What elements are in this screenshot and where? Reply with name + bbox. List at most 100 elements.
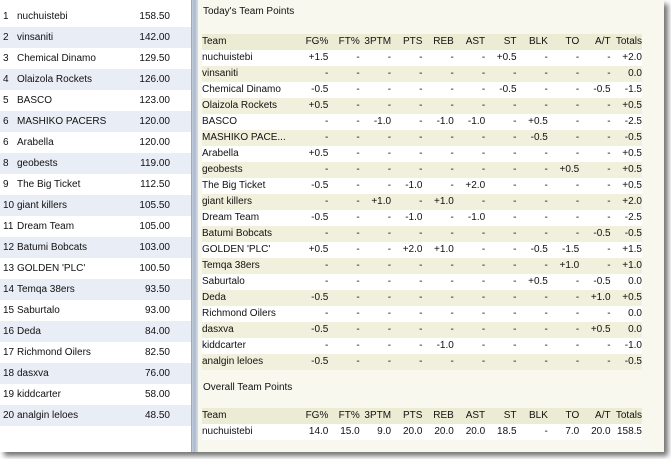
stat-cell: -1.0 [436,340,454,351]
stat-cell: - [325,164,329,175]
table-header-row: Team FG% FT% 3PTM PTS REB AST ST BLK TO A/T Totals [202,34,642,50]
standings-row[interactable]: 13 GOLDEN 'PLC' 100.50 [0,258,191,279]
standings-row[interactable]: 16 Deda 84.00 [0,321,191,342]
table-row: dasxva -0.5- - - - - - - - +0.5 0.0 [202,322,642,338]
stat-cell: - [544,292,548,303]
stat-cell: - [513,356,517,367]
stat-cell: - [513,244,517,255]
standings-row[interactable]: 17 Richmond Oilers 82.50 [0,342,191,363]
stat-cell: - [325,116,329,127]
stat-cell: - [481,100,486,111]
stat-cell: - [419,356,423,367]
column-header[interactable]: FT% [338,36,360,47]
column-header[interactable]: A/T [595,410,611,421]
column-header[interactable]: Totals [615,410,642,421]
standings-points: 142.00 [139,32,170,43]
standings-team-name: kiddcarter [17,389,61,400]
stat-cell: - [419,260,423,271]
column-header[interactable]: Totals [615,36,642,47]
stat-cell: - [481,340,486,351]
stat-cell: - [544,212,548,223]
stat-cell: +0.5 [622,180,642,191]
column-header[interactable]: Team [202,410,227,421]
column-header[interactable]: BLK [528,36,548,47]
standings-rank: 19 [3,389,15,400]
team-name-cell: Deda [202,292,226,303]
standings-row[interactable]: 15 Saburtalo 93.00 [0,300,191,321]
table-row: vinsaniti - - - - - - - - - - 0.0 [202,66,642,82]
standings-row[interactable]: 18 dasxva 76.00 [0,363,191,384]
column-header[interactable]: PTS [402,36,423,47]
stat-cell: - [325,340,329,351]
standings-row[interactable]: 11 Dream Team 105.00 [0,216,191,237]
stat-cell: - [481,308,486,319]
stat-cell: - [481,132,486,143]
stat-cell: - [387,52,392,63]
table-row: GOLDEN 'PLC' +0.5- - +2.0 +1.0- - -0.5 -1.5- +1.… [202,242,642,258]
standings-row[interactable]: 19 kiddcarter 58.00 [0,384,191,405]
column-header[interactable]: PTS [402,410,423,421]
standings-row[interactable]: 5 BASCO 123.00 [0,90,191,111]
stat-cell: - [544,308,548,319]
standings-row[interactable]: 6 MASHIKO PACERS 120.00 [0,111,191,132]
column-header[interactable]: ST [503,410,517,421]
standings-rank: 11 [3,221,14,232]
todays-points-title: Today's Team Points [203,6,295,17]
table-row: kiddcarter - - - - -1.0 - - - - - -1.0 [202,338,642,354]
column-header[interactable]: TO [565,410,580,421]
standings-row[interactable]: 6 Arabella 120.00 [0,132,191,153]
column-header[interactable]: FG% [305,410,329,421]
stat-cell: +0.5 [528,276,548,287]
stat-cell: - [387,68,392,79]
stat-cell: - [513,68,517,79]
column-header[interactable]: Team [202,36,227,47]
column-header[interactable]: AST [465,36,486,47]
stat-cell: - [513,324,517,335]
stat-cell: +1.5 [622,244,642,255]
stat-cell: - [325,68,329,79]
column-header[interactable]: REB [433,410,454,421]
stat-cell: - [419,116,423,127]
stat-cell: - [544,180,548,191]
column-header[interactable]: 3PTM [364,410,392,421]
standings-row[interactable]: 9 The Big Ticket 112.50 [0,174,191,195]
standings-row[interactable]: 3 Chemical Dinamo 129.50 [0,48,191,69]
stat-cell: - [450,292,454,303]
column-header[interactable]: TO [565,36,580,47]
table-row: Olaizola Rockets +0.5- - - - - - - - - +0.5 [202,98,642,114]
column-header[interactable]: BLK [528,410,548,421]
stat-cell: -2.5 [624,212,642,223]
standings-team-name: nuchuistebi [17,11,68,22]
standings-team-name: Chemical Dinamo [17,53,96,64]
standings-row[interactable]: 4 Olaizola Rockets 126.00 [0,69,191,90]
standings-row[interactable]: 14 Temqa 38ers 93.50 [0,279,191,300]
stat-cell: - [607,116,611,127]
standings-row[interactable]: 2 vinsaniti 142.00 [0,27,191,48]
table-header-row: Team FG% FT% 3PTM PTS REB AST ST BLK TO A/T Totals [202,408,642,424]
column-header[interactable]: A/T [595,36,611,47]
team-name-cell: analgin leloes [202,356,264,367]
stat-cell: - [544,68,548,79]
column-header[interactable]: FG% [305,36,329,47]
standings-row[interactable]: 12 Batumi Bobcats 103.00 [0,237,191,258]
standings-row[interactable]: 10 giant killers 105.50 [0,195,191,216]
stat-cell: -1.0 [436,116,454,127]
team-name-cell: Saburtalo [202,276,245,287]
column-header[interactable]: AST [465,410,486,421]
stat-cell: - [387,228,392,239]
stat-cell: - [325,196,329,207]
stat-cell: - [450,356,454,367]
standings-row[interactable]: 1 nuchuistebi 158.50 [0,6,191,27]
stat-cell: - [387,340,392,351]
standings-rank: 16 [3,326,15,337]
standings-team-name: dasxva [17,368,49,379]
stat-cell: - [513,132,517,143]
team-name-cell: Arabella [202,148,239,159]
standings-row[interactable]: 20 analgin leloes 48.50 [0,405,191,426]
stat-cell: - [450,164,454,175]
standings-row[interactable]: 8 geobests 119.00 [0,153,191,174]
column-header[interactable]: REB [433,36,454,47]
column-header[interactable]: ST [503,36,517,47]
column-header[interactable]: 3PTM [364,36,392,47]
column-header[interactable]: FT% [338,410,360,421]
